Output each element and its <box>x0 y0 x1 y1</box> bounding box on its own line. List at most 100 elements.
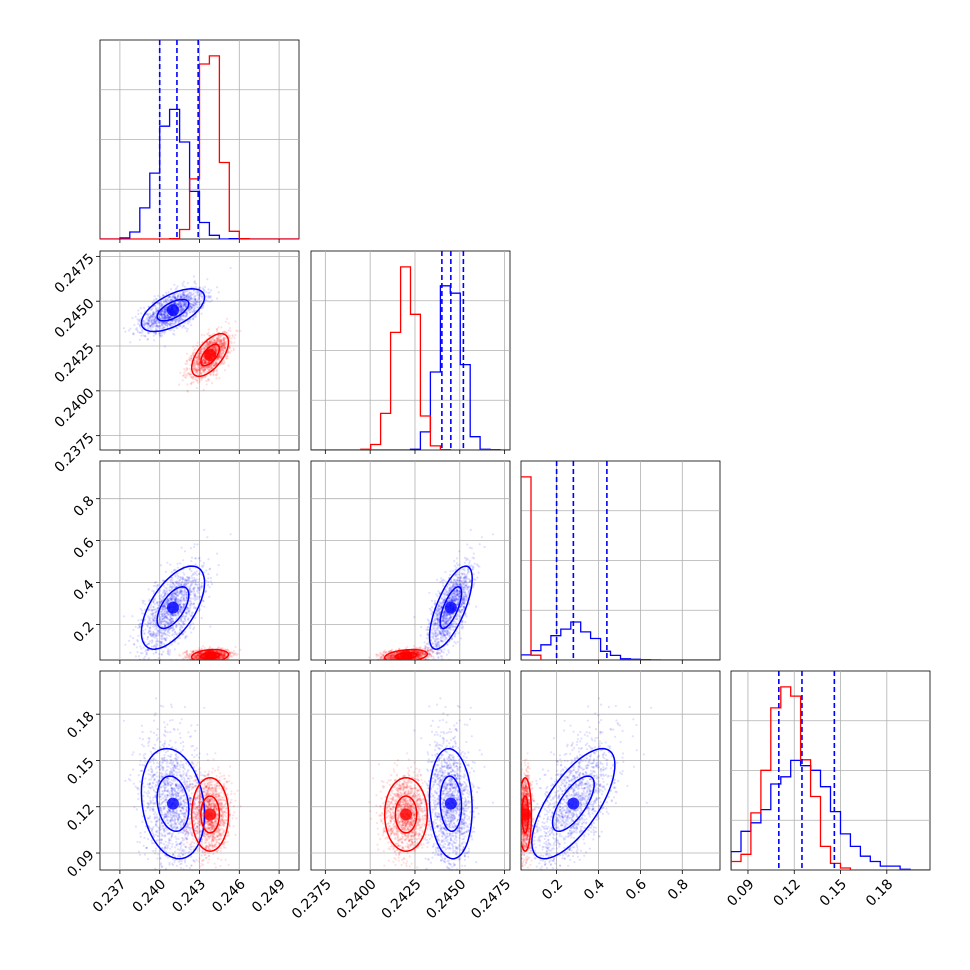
scatter-point-1-182 <box>220 652 223 655</box>
scatter-point-0-1058 <box>164 291 167 294</box>
scatter-point-0-839 <box>202 564 205 567</box>
scatter-point-0-147 <box>153 321 156 324</box>
scatter-point-1-1168 <box>198 350 201 354</box>
scatter-point-0-532 <box>168 324 172 327</box>
scatter-point-1-85 <box>218 657 221 660</box>
scatter-point-0-818 <box>183 599 187 602</box>
scatter-point-0-983 <box>158 616 161 619</box>
scatter-point-0-648 <box>184 636 187 639</box>
scatter-point-1-1335 <box>193 367 196 370</box>
scatter-point-0-300 <box>166 652 169 655</box>
scatter-point-0-933 <box>198 556 201 560</box>
scatter-point-0-390 <box>198 572 201 576</box>
scatter-point-0-1394 <box>147 630 150 634</box>
scatter-point-0-1332 <box>189 587 192 590</box>
scatter-point-0-125 <box>157 584 160 587</box>
scatter-point-1-1392 <box>204 376 207 379</box>
scatter-point-1-1270 <box>219 334 222 337</box>
scatter-point-0-293 <box>146 636 149 639</box>
scatter-point-0-1275 <box>178 301 181 304</box>
scatter-point-0-71 <box>184 603 187 606</box>
scatter-point-1-381 <box>227 350 231 353</box>
scatter-point-0-1178 <box>208 595 211 598</box>
scatter-point-1-427 <box>198 352 201 355</box>
scatter-point-0-1226 <box>136 639 139 642</box>
scatter-point-0-1362 <box>154 309 157 313</box>
scatter-point-1-1169 <box>215 337 218 340</box>
scatter-point-0-1381 <box>154 636 157 639</box>
scatter-point-0-230 <box>165 615 168 618</box>
scatter-point-0-545 <box>192 296 196 299</box>
scatter-point-0-312 <box>163 316 166 319</box>
scatter-point-0-421 <box>172 595 175 598</box>
scatter-point-0-210 <box>158 334 161 337</box>
scatter-point-0-412 <box>153 597 156 600</box>
scatter-point-0-1201 <box>159 640 162 644</box>
scatter-point-0-28 <box>162 620 165 623</box>
scatter-point-0-18 <box>148 627 151 630</box>
scatter-point-0-51 <box>184 296 187 299</box>
scatter-point-1-620 <box>220 651 223 654</box>
scatter-point-0-680 <box>198 286 201 289</box>
scatter-point-0-451 <box>165 312 168 315</box>
scatter-point-0-684 <box>171 322 174 325</box>
scatter-point-0-489 <box>170 658 173 660</box>
scatter-point-1-13 <box>195 362 198 365</box>
scatter-point-1-574 <box>239 648 242 651</box>
scatter-point-0-179 <box>185 303 188 306</box>
scatter-point-0-585 <box>181 625 184 629</box>
scatter-point-0-1298 <box>193 295 196 298</box>
scatter-point-0-1154 <box>182 623 185 626</box>
scatter-point-0-1238 <box>179 607 182 610</box>
scatter-point-1-1170 <box>234 320 237 323</box>
scatter-point-0-1018 <box>147 642 150 645</box>
scatter-point-1-1379 <box>213 341 216 344</box>
scatter-point-0-802 <box>146 649 149 652</box>
scatter-point-1-889 <box>194 369 197 372</box>
scatter-point-1-71 <box>206 365 209 368</box>
scatter-point-0-139 <box>180 620 183 623</box>
scatter-point-0-702 <box>165 611 168 615</box>
scatter-point-0-284 <box>193 626 196 629</box>
scatter-point-1-966 <box>198 363 201 366</box>
scatter-point-1-777 <box>213 339 216 342</box>
scatter-point-1-109 <box>220 346 223 349</box>
scatter-point-1-1027 <box>201 360 204 363</box>
scatter-point-0-755 <box>168 329 171 332</box>
scatter-point-0-851 <box>163 330 166 333</box>
scatter-point-1-69 <box>197 653 200 657</box>
scatter-point-0-634 <box>166 314 169 317</box>
scatter-point-0-1244 <box>192 603 195 606</box>
scatter-point-0-1021 <box>151 589 154 592</box>
scatter-point-1-1263 <box>206 361 210 365</box>
scatter-point-0-1177 <box>178 590 181 593</box>
scatter-point-0-1133 <box>157 303 160 306</box>
scatter-point-0-989 <box>208 567 212 570</box>
scatter-point-1-950 <box>230 340 233 343</box>
scatter-point-0-1062 <box>195 306 198 309</box>
scatter-point-0-1214 <box>154 584 157 587</box>
scatter-point-1-1245 <box>219 340 222 343</box>
scatter-point-0-1210 <box>200 312 203 315</box>
scatter-point-0-327 <box>138 658 141 660</box>
scatter-point-0-58 <box>154 634 157 637</box>
scatter-point-1-342 <box>218 656 221 659</box>
scatter-point-1-634 <box>196 657 199 660</box>
scatter-point-0-470 <box>174 631 177 634</box>
scatter-point-0-1304 <box>164 630 167 633</box>
scatter-point-0-105 <box>190 303 193 306</box>
scatter-point-0-896 <box>181 295 184 298</box>
scatter-point-0-99 <box>161 317 164 320</box>
scatter-point-0-1143 <box>163 315 167 318</box>
scatter-point-1-639 <box>215 658 218 660</box>
scatter-point-0-1218 <box>183 302 186 305</box>
scatter-point-0-1157 <box>229 533 232 536</box>
scatter-point-1-1008 <box>192 345 195 348</box>
scatter-point-0-575 <box>154 321 157 324</box>
scatter-point-1-1273 <box>218 355 221 358</box>
scatter-point-0-1292 <box>159 598 162 602</box>
scatter-point-1-822 <box>195 372 198 375</box>
scatter-point-1-1274 <box>190 354 193 357</box>
scatter-point-0-1136 <box>151 319 154 322</box>
scatter-point-1-723 <box>207 328 210 331</box>
